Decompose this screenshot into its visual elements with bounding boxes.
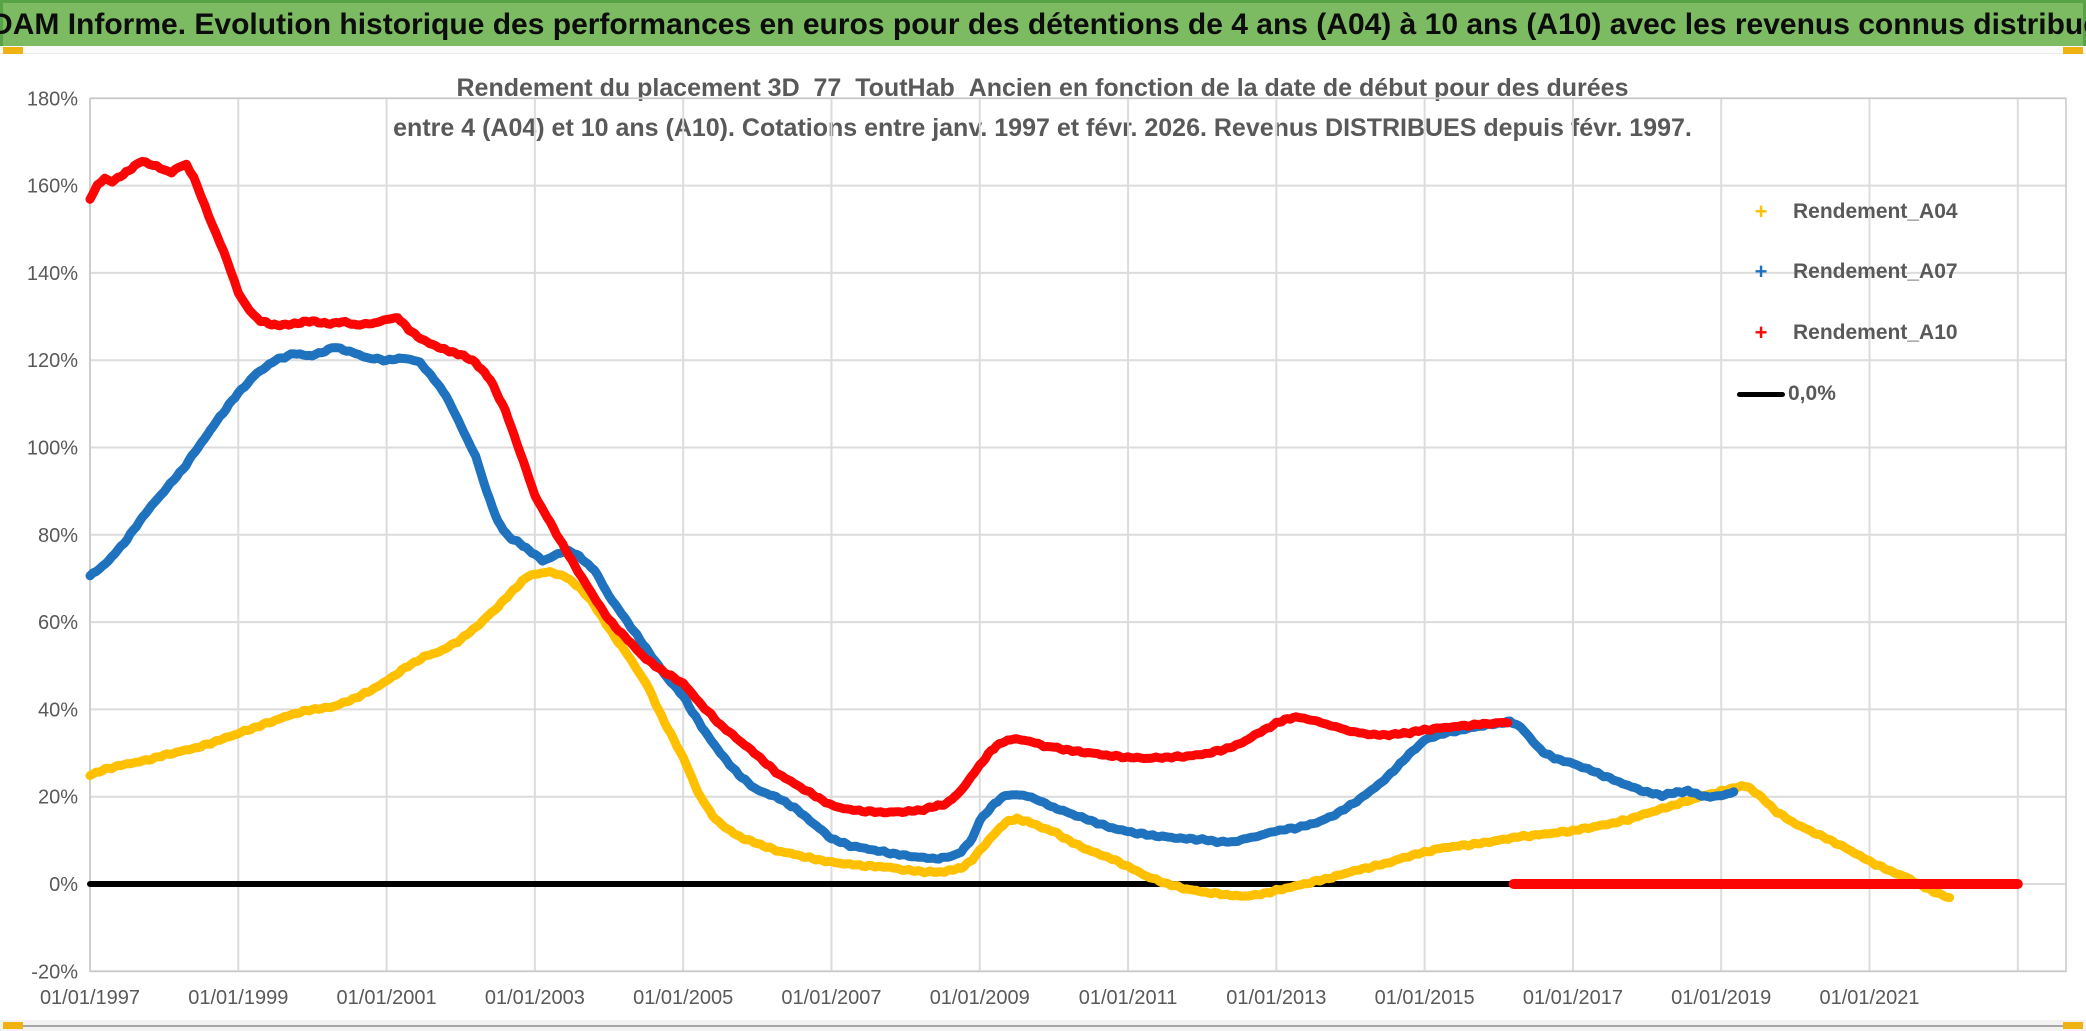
y-axis-label-0: 0% [49,874,78,896]
legend-label-a07: Rendement_A07 [1793,260,1958,283]
x-axis-label-1999: 01/01/1999 [188,987,288,1009]
legend-item-zero-line[interactable]: 0,0% [1735,374,2075,414]
corner-accent-bottom-right [2063,1022,2083,1029]
plus-marker-icon: + [1754,199,1768,224]
header-title: ADAM Informe. Evolution historique des p… [0,7,2086,41]
series-rendement_a04-line[interactable] [85,567,1955,903]
x-axis-label-2003: 01/01/2003 [485,987,585,1009]
y-axis-label-140: 140% [27,263,78,285]
corner-accent-top-right [2063,47,2083,54]
plus-marker-icon: + [1754,259,1768,284]
bottom-border-line [22,1025,2063,1027]
x-axis-label-2007: 01/01/2007 [781,987,881,1009]
x-axis-label-2001: 01/01/2001 [337,987,437,1009]
x-axis-label-2017: 01/01/2017 [1523,987,1623,1009]
y-axis-label-60: 60% [38,612,78,634]
x-axis-label-2021: 01/01/2021 [1819,987,1919,1009]
series-rendement_a10-line[interactable] [85,157,1513,818]
y-axis-label-160: 160% [27,176,78,198]
y-axis-label-20: 20% [38,787,78,809]
legend-item-rendement-a10[interactable]: + Rendement_A10 [1735,313,2075,353]
x-axis-label-2005: 01/01/2005 [633,987,733,1009]
y-axis-label-80: 80% [38,525,78,547]
legend-item-rendement-a07[interactable]: + Rendement_A07 [1735,252,2075,292]
x-axis-label-2009: 01/01/2009 [930,987,1030,1009]
x-axis-label-2011: 01/01/2011 [1079,987,1178,1009]
x-axis-label-2019: 01/01/2019 [1671,987,1771,1009]
x-axis-label-1997: 01/01/1997 [40,987,140,1009]
legend-label-a10: Rendement_A10 [1793,321,1958,344]
header-divider [0,46,2086,54]
y-axis-label-100: 100% [27,438,78,460]
y-axis-label-180: 180% [27,88,78,110]
x-axis-label-2013: 01/01/2013 [1226,987,1326,1009]
zero-line-swatch-icon [1737,391,1785,397]
y-axis-label--20: -20% [31,961,78,983]
legend-label-a04: Rendement_A04 [1793,200,1958,223]
y-axis-label-40: 40% [38,699,78,721]
series-rendement_a07-line[interactable] [85,343,1739,864]
x-axis-label-2015: 01/01/2015 [1375,987,1475,1009]
corner-accent-bottom-left [3,1022,23,1029]
plus-marker-icon: + [1754,320,1768,345]
chart-title-line2: entre 4 (A04) et 10 ans (A10). Cotations… [393,114,1692,142]
plot-frame [89,97,2067,973]
corner-accent-top-left [3,47,23,54]
legend-item-rendement-a04[interactable]: + Rendement_A04 [1735,192,2075,232]
y-axis-label-120: 120% [27,350,78,372]
header-bar: ADAM Informe. Evolution historique des p… [0,0,2086,46]
legend-label-zero: 0,0% [1788,382,1836,405]
